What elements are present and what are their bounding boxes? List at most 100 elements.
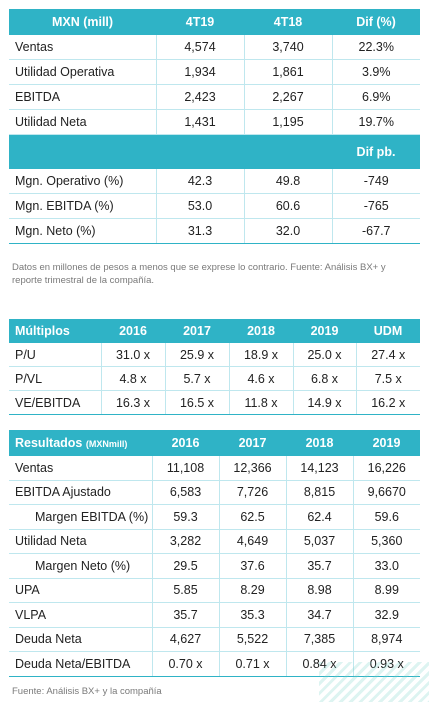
cell: 31.3 xyxy=(155,218,244,244)
cell: 53.0 xyxy=(155,193,244,219)
cell: 32.0 xyxy=(243,218,332,244)
cell: 32.9 xyxy=(352,602,420,628)
multiples-table: Múltiplos 2016 2017 2018 2019 UDM P/U 31… xyxy=(9,319,420,415)
results-header-title: Resultados xyxy=(15,436,83,450)
row-label: Deuda Neta xyxy=(9,627,152,652)
results-header-2017: 2017 xyxy=(219,430,286,456)
table-row: VE/EBITDA 16.3 x 16.5 x 11.8 x 14.9 x 16… xyxy=(9,390,420,415)
cell: -749 xyxy=(331,169,420,194)
cell: 6,583 xyxy=(151,480,219,505)
cell: 14,123 xyxy=(285,456,353,481)
cell: 49.8 xyxy=(243,169,332,194)
cell: 1,195 xyxy=(243,109,332,135)
row-label: EBITDA xyxy=(9,84,156,110)
cell: 4.6 x xyxy=(228,366,293,391)
table-row: Utilidad Neta 1,431 1,195 19.7% xyxy=(9,109,420,135)
cell: 6.8 x xyxy=(292,366,356,391)
table-row: P/VL 4.8 x 5.7 x 4.6 x 6.8 x 7.5 x xyxy=(9,366,420,391)
decorative-stripes xyxy=(319,662,429,702)
table-row: UPA 5.85 8.29 8.98 8.99 xyxy=(9,578,420,603)
cell: 3,282 xyxy=(151,529,219,554)
cell: 0.71 x xyxy=(218,651,286,677)
cell: 2,423 xyxy=(155,84,244,110)
margin-header-row: Dif pb. xyxy=(9,134,420,169)
cell: 8,974 xyxy=(352,627,420,652)
source-footer: Fuente: Análisis BX+ y la compañía xyxy=(12,686,162,697)
cell: 1,431 xyxy=(155,109,244,135)
cell: 33.0 xyxy=(352,553,420,579)
row-label: VE/EBITDA xyxy=(9,390,101,415)
row-label: Mgn. Operativo (%) xyxy=(9,169,156,194)
cell: 1,861 xyxy=(243,59,332,85)
cell: 1,934 xyxy=(155,59,244,85)
row-label: P/VL xyxy=(9,366,101,391)
multiples-header-2016: 2016 xyxy=(101,319,165,343)
multiples-header-udm: UDM xyxy=(356,319,420,343)
cell: 4.8 x xyxy=(100,366,165,391)
row-label: P/U xyxy=(9,343,101,367)
cell: 5,037 xyxy=(285,529,353,554)
summary-header-4t18: 4T18 xyxy=(244,9,332,35)
table-row: Ventas 4,574 3,740 22.3% xyxy=(9,35,420,60)
cell: 14.9 x xyxy=(292,390,356,415)
cell: 22.3% xyxy=(331,35,420,60)
cell: 7.5 x xyxy=(355,366,420,391)
multiples-header-label: Múltiplos xyxy=(9,319,101,343)
summary-table: MXN (mill) 4T19 4T18 Dif (%) Ventas 4,57… xyxy=(9,9,420,244)
table-row: Mgn. Neto (%) 31.3 32.0 -67.7 xyxy=(9,218,420,244)
cell: 3.9% xyxy=(331,59,420,85)
cell: 16.3 x xyxy=(100,390,165,415)
cell: 18.9 x xyxy=(228,343,293,367)
cell: 35.3 xyxy=(218,602,286,628)
cell: 59.6 xyxy=(352,504,420,530)
cell: 19.7% xyxy=(331,109,420,135)
table-row: Mgn. EBITDA (%) 53.0 60.6 -765 xyxy=(9,193,420,219)
cell: 35.7 xyxy=(151,602,219,628)
cell: 31.0 x xyxy=(100,343,165,367)
cell: 2,267 xyxy=(243,84,332,110)
table-row: Margen Neto (%) 29.5 37.6 35.7 33.0 xyxy=(9,553,420,579)
summary-note: Datos en millones de pesos a menos que s… xyxy=(12,262,386,286)
cell: 62.5 xyxy=(218,504,286,530)
cell: 11.8 x xyxy=(228,390,293,415)
results-table: Resultados (MXNmill) 2016 2017 2018 2019… xyxy=(9,430,420,677)
results-header-label: Resultados (MXNmill) xyxy=(9,430,152,456)
cell: 7,385 xyxy=(285,627,353,652)
cell: 3,740 xyxy=(243,35,332,60)
cell: 12,366 xyxy=(218,456,286,481)
table-row: Mgn. Operativo (%) 42.3 49.8 -749 xyxy=(9,169,420,194)
cell: 5,522 xyxy=(218,627,286,652)
results-header-row: Resultados (MXNmill) 2016 2017 2018 2019 xyxy=(9,430,420,456)
cell: 60.6 xyxy=(243,193,332,219)
table-row: Margen EBITDA (%) 59.3 62.5 62.4 59.6 xyxy=(9,504,420,530)
cell: 4,574 xyxy=(155,35,244,60)
row-label: Deuda Neta/EBITDA xyxy=(9,651,152,677)
row-label: Ventas xyxy=(9,35,156,60)
table-row: Deuda Neta 4,627 5,522 7,385 8,974 xyxy=(9,627,420,652)
row-label: Mgn. EBITDA (%) xyxy=(9,193,156,219)
cell: 8,815 xyxy=(285,480,353,505)
results-header-2018: 2018 xyxy=(286,430,353,456)
table-row: P/U 31.0 x 25.9 x 18.9 x 25.0 x 27.4 x xyxy=(9,343,420,367)
row-label: Utilidad Neta xyxy=(9,109,156,135)
row-label: Margen Neto (%) xyxy=(9,553,152,579)
cell: 27.4 x xyxy=(355,343,420,367)
table-row: Deuda Neta/EBITDA 0.70 x 0.71 x 0.84 x 0… xyxy=(9,651,420,677)
multiples-header-2018: 2018 xyxy=(229,319,293,343)
cell: 25.9 x xyxy=(164,343,229,367)
cell: 35.7 xyxy=(285,553,353,579)
results-header-2016: 2016 xyxy=(152,430,219,456)
cell: 8.98 xyxy=(285,578,353,603)
cell: 5.7 x xyxy=(164,366,229,391)
row-label: VLPA xyxy=(9,602,152,628)
cell: 0.70 x xyxy=(151,651,219,677)
cell: 16.2 x xyxy=(355,390,420,415)
multiples-header-row: Múltiplos 2016 2017 2018 2019 UDM xyxy=(9,319,420,343)
row-label: Utilidad Neta xyxy=(9,529,152,554)
cell: 16.5 x xyxy=(164,390,229,415)
cell: -67.7 xyxy=(331,218,420,244)
cell: 9,6670 xyxy=(352,480,420,505)
cell: 29.5 xyxy=(151,553,219,579)
multiples-header-2019: 2019 xyxy=(293,319,356,343)
row-label: Ventas xyxy=(9,456,152,481)
